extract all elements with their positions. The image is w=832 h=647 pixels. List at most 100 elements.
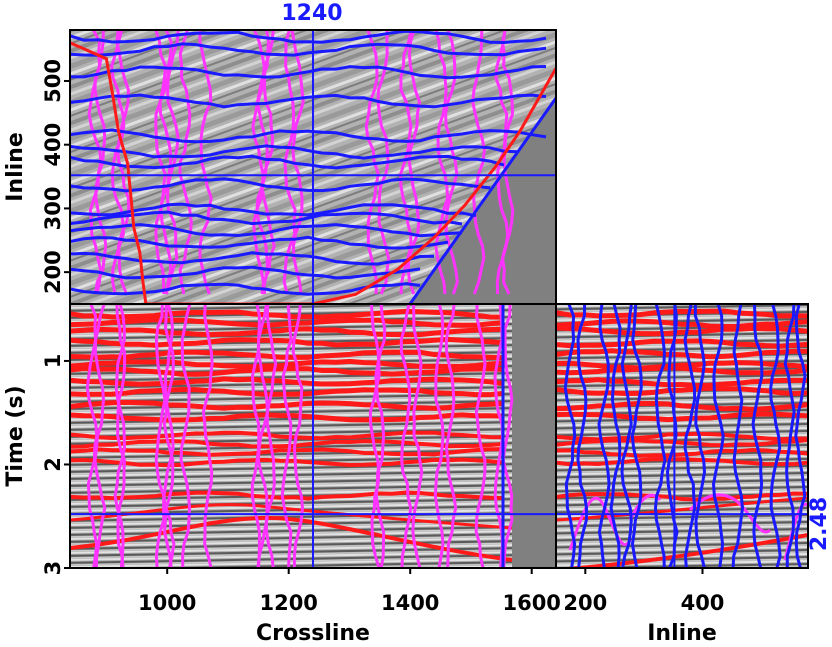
blue-mask-edge (408, 97, 556, 304)
magenta-pick-line (474, 304, 487, 568)
magenta-pick-line (178, 30, 193, 295)
red-horizon-line (556, 400, 808, 412)
blue-pick-line (70, 65, 547, 80)
magenta-pick-line (364, 30, 380, 295)
blue-pick-line (794, 304, 807, 568)
red-horizon-line (556, 325, 808, 337)
y-tick-label-time: 3 (41, 561, 65, 576)
red-horizon-line (70, 447, 505, 457)
magenta-pick-line (444, 304, 458, 568)
red-horizon-line (556, 377, 808, 389)
blue-pick-line (711, 304, 725, 568)
blue-pick-line (751, 304, 764, 568)
x-tick-label-crossline: 1200 (259, 591, 317, 615)
y-axis-label-time: Time (s) (3, 385, 28, 486)
blue-pick-line (576, 304, 589, 568)
red-horizon-deep (70, 503, 513, 530)
red-horizon-line (70, 336, 505, 348)
magenta-pick-line (291, 304, 305, 568)
magenta-pick-line (368, 304, 381, 568)
magenta-pick-line (93, 304, 107, 568)
magenta-pick-line (399, 304, 413, 568)
magenta-pick-line (201, 304, 214, 568)
section-mask (512, 304, 556, 568)
magenta-pick-line (374, 304, 387, 568)
red-horizon-line (556, 360, 808, 371)
red-horizon-line (70, 326, 505, 338)
red-horizon-trace (70, 41, 556, 304)
blue-pick-line (70, 265, 421, 280)
magenta-pick-line (471, 30, 486, 295)
blue-pick-line (597, 304, 611, 568)
blue-pick-line (70, 251, 435, 266)
magenta-pick-line (444, 30, 459, 295)
blue-pick-line (620, 304, 633, 568)
red-horizon-line (556, 411, 808, 423)
blue-pick-line (609, 304, 622, 568)
crossline-section-panel (556, 304, 808, 568)
time-slice-panel (70, 30, 556, 304)
red-horizon-line (70, 490, 505, 501)
blue-pick-line (70, 93, 547, 109)
red-horizon-line (70, 317, 505, 329)
red-horizon-line (556, 491, 808, 502)
y-tick-label-inline: 400 (41, 123, 65, 167)
inline-section-panel (70, 304, 556, 568)
crossline-section-frame (555, 303, 809, 569)
red-horizon-line (70, 386, 505, 398)
blue-pick-line (70, 144, 519, 160)
red-horizon-line (556, 365, 808, 376)
magenta-pick-line (280, 304, 293, 568)
magenta-pick-line (154, 304, 167, 568)
blue-pick-line (70, 202, 477, 218)
x-tick-label-crossline: 1400 (381, 591, 439, 615)
x-axis-label-inline: Inline (647, 621, 717, 646)
red-horizon-line (556, 338, 808, 349)
magenta-pick-line (501, 304, 514, 568)
magenta-pick-line (434, 30, 450, 295)
crossline-section-content (556, 304, 808, 568)
red-horizon-line (556, 318, 808, 330)
red-horizon-line (556, 308, 808, 319)
blue-pick-line (70, 223, 463, 238)
y-axis-label-inline: Inline (3, 132, 28, 202)
red-horizon-line (556, 438, 808, 448)
y-tick-label-inline: 300 (41, 186, 65, 230)
x-tick-label-inline: 200 (563, 591, 607, 615)
y-tick-label-time: 2 (41, 457, 65, 472)
magenta-pick-line (500, 30, 515, 295)
blue-pick-line (70, 177, 491, 193)
blue-pick-line (70, 235, 449, 250)
blue-pick-line (769, 304, 782, 568)
red-horizon-line (556, 348, 808, 360)
red-horizon-line (70, 412, 505, 423)
blue-pick-line (70, 210, 463, 226)
blue-pick-line (783, 304, 796, 568)
red-horizon-line (70, 308, 505, 320)
red-horizon-line (70, 430, 505, 441)
magenta-pick-line (179, 304, 192, 568)
x-axis-label-crossline: Crossline (256, 621, 370, 646)
blue-pick-line (683, 304, 697, 568)
y-tick-label-time: 1 (41, 354, 65, 369)
side-annotation: 2.48 (807, 497, 832, 551)
red-horizon-line (556, 447, 808, 458)
magenta-pick-line (164, 30, 180, 295)
x-tick-label-crossline: 1000 (138, 591, 196, 615)
magenta-pick-line (264, 304, 278, 568)
blue-pick-line (70, 154, 505, 170)
red-horizon-line (556, 457, 808, 467)
magenta-pick-line (113, 304, 127, 568)
magenta-pick-line (411, 304, 424, 568)
magenta-pick-curve (568, 493, 808, 561)
blue-pick-line (693, 304, 707, 568)
magenta-pick-line (154, 30, 167, 295)
x-tick-label-crossline: 1600 (502, 591, 560, 615)
blue-pick-line (563, 304, 577, 568)
y-tick-label-inline: 500 (41, 59, 65, 103)
red-horizon-line (556, 385, 808, 397)
red-horizon-line (70, 438, 505, 449)
blue-pick-line (70, 128, 547, 144)
